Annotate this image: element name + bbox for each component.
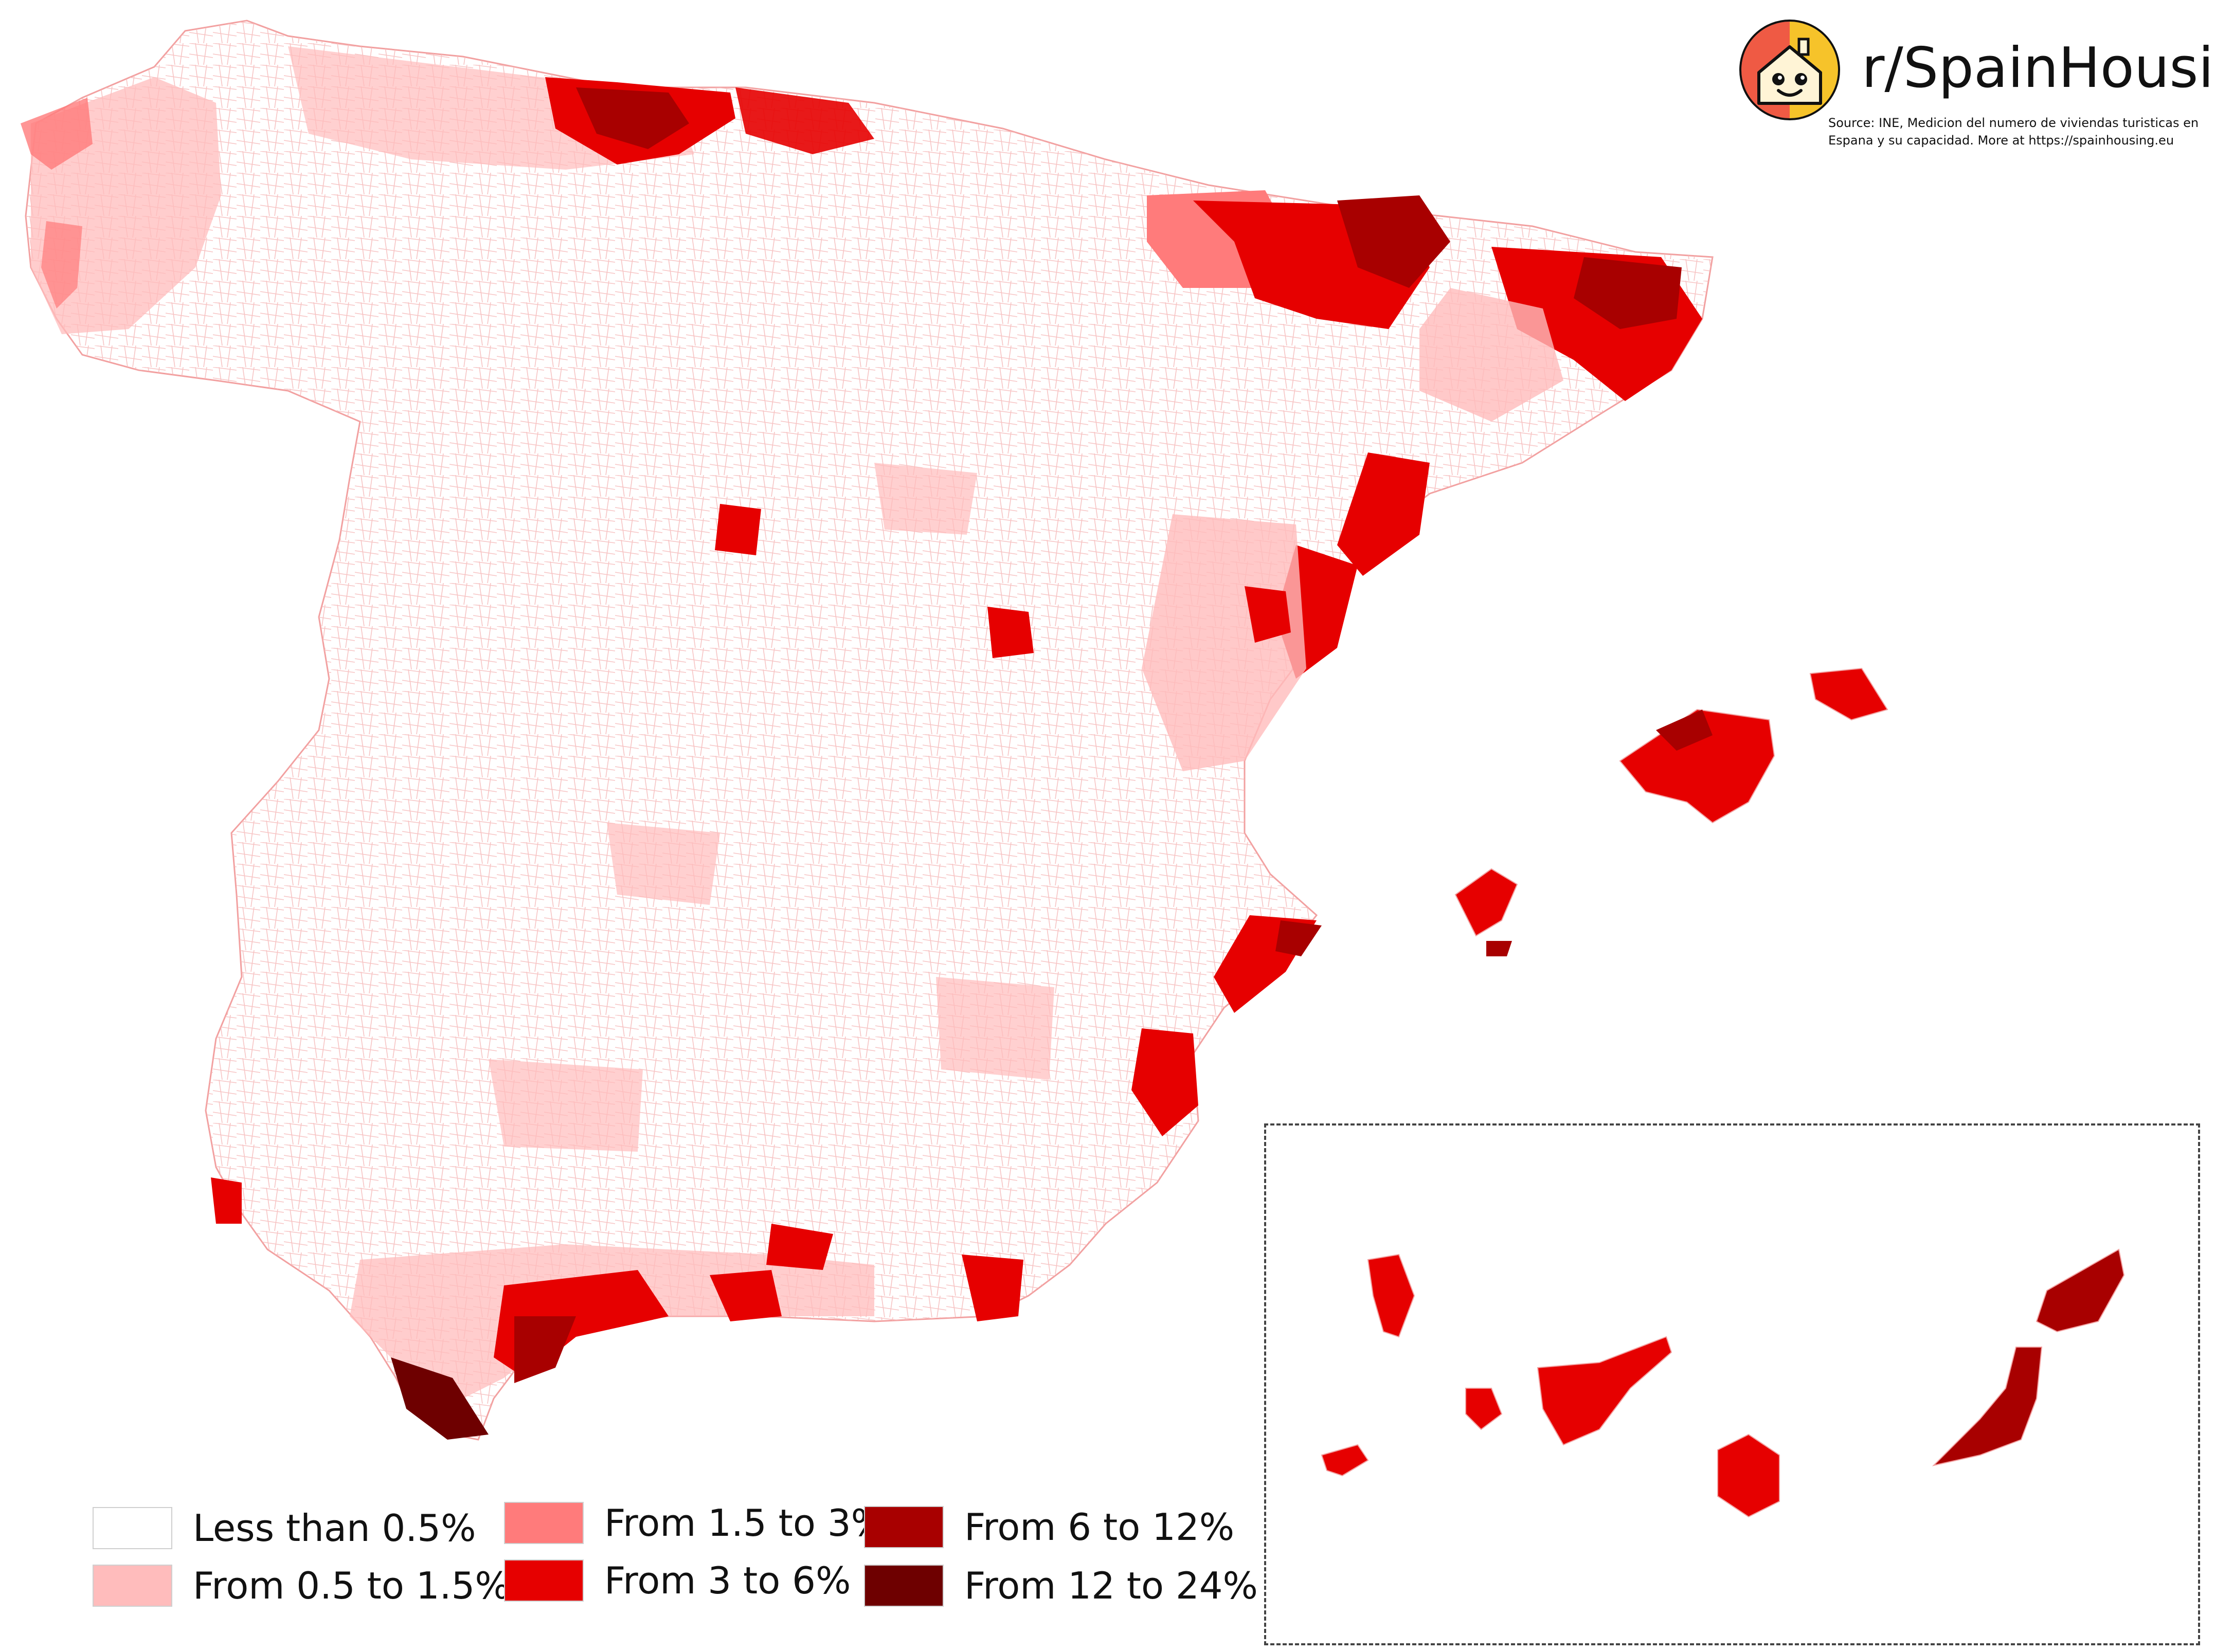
region-interior-light-3 [936, 977, 1054, 1080]
region-interior-light-4 [874, 463, 977, 535]
legend-item-1: Less than 0.5% [93, 1506, 476, 1550]
region-madrid-spot [715, 504, 761, 555]
region-huelva [211, 1177, 242, 1224]
region-granada-spot [766, 1224, 833, 1270]
island-ibiza [1454, 868, 1518, 937]
legend-swatch-2 [93, 1565, 172, 1607]
region-granada-coast [710, 1270, 782, 1321]
region-marbella [514, 1316, 576, 1383]
region-andorra-area [1337, 195, 1450, 288]
region-valencia-light [1142, 514, 1306, 771]
island-mallorca [1619, 709, 1775, 824]
island-lanzarote [2036, 1248, 2125, 1333]
legend-item-2: From 0.5 to 1.5% [93, 1564, 510, 1607]
legend-label-3: From 1.5 to 3% [604, 1501, 887, 1545]
island-la-gomera [1465, 1388, 1503, 1430]
source-line-1: Source: INE, Medicion del numero de vivi… [1828, 116, 2199, 130]
legend-label-5: From 6 to 12% [964, 1505, 1235, 1549]
legend-label-4: From 3 to 6% [604, 1559, 851, 1602]
legend-item-3: From 1.5 to 3% [504, 1501, 886, 1545]
region-interior-light-2 [489, 1059, 643, 1152]
canary-islands-inset-frame [1264, 1123, 2200, 1645]
legend-label-2: From 0.5 to 1.5% [193, 1564, 510, 1607]
map-regions [21, 46, 1702, 1440]
island-el-hierro [1321, 1444, 1369, 1477]
region-cantabria-core [576, 87, 689, 149]
house-mascot-icon [1739, 20, 1840, 120]
legend-item-6: From 12 to 24% [864, 1564, 1258, 1607]
island-mallorca-north [1656, 710, 1713, 751]
legend-item-4: From 3 to 6% [504, 1559, 851, 1602]
balearic-islands [1454, 667, 1888, 956]
legend-swatch-3 [504, 1502, 584, 1544]
region-delta-coast [1337, 452, 1430, 576]
legend-swatch-4 [504, 1559, 584, 1602]
island-gran-canaria [1717, 1433, 1780, 1518]
island-la-palma [1367, 1254, 1415, 1338]
legend-item-5: From 6 to 12% [864, 1505, 1234, 1549]
island-formentera [1486, 941, 1512, 956]
region-almeria-coast [962, 1255, 1023, 1321]
map-legend: Less than 0.5% From 0.5 to 1.5% From 1.5… [93, 1501, 1275, 1630]
region-galicia-coast [21, 98, 93, 170]
region-interior-light-1 [607, 823, 720, 905]
region-murcia-coast [1131, 1028, 1198, 1136]
region-teruel-spot [1245, 586, 1291, 643]
legend-swatch-5 [864, 1506, 944, 1548]
island-fuerteventura [1932, 1347, 2043, 1466]
island-menorca [1809, 667, 1888, 721]
region-benidorm [1275, 920, 1322, 956]
source-note: Source: INE, Medicion del numero de vivi… [1828, 114, 2209, 149]
region-cuenca-spot [987, 607, 1034, 658]
island-tenerife [1537, 1336, 1672, 1446]
canary-islands [1321, 1248, 2125, 1518]
municipality-border-texture [26, 21, 1713, 1440]
region-basque [735, 87, 874, 154]
brand-title: r/SpainHousing [1862, 36, 2215, 100]
legend-swatch-6 [864, 1565, 944, 1607]
region-galicia-coast-2 [41, 221, 82, 308]
legend-label-1: Less than 0.5% [193, 1506, 476, 1550]
source-line-2: Espana y su capacidad. More at https://s… [1828, 133, 2174, 148]
region-catalonia-light [1419, 288, 1563, 422]
region-gibraltar-area [391, 1357, 489, 1440]
region-costa-brava [1574, 257, 1682, 329]
legend-label-6: From 12 to 24% [964, 1564, 1258, 1607]
legend-swatch-1 [93, 1507, 172, 1549]
